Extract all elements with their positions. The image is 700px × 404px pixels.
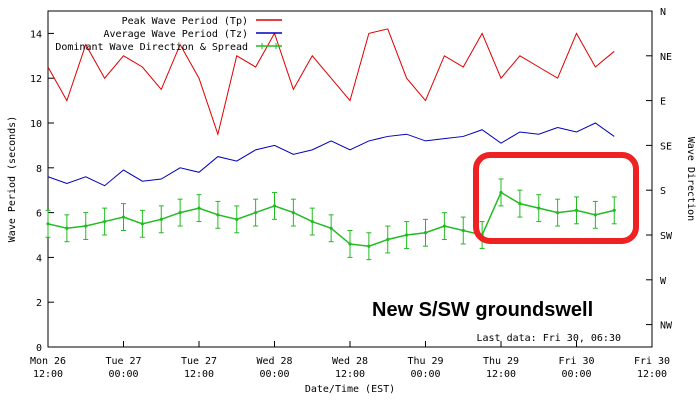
x-tick-label: Mon 26 (30, 356, 66, 367)
x-tick-label: Fri 30 (558, 356, 594, 367)
x-tick-label: Fri 30 (634, 356, 670, 367)
y2-tick-label: SE (660, 141, 672, 152)
data-point (216, 213, 220, 217)
x-tick-label: 00:00 (561, 369, 591, 380)
y2-tick-label: W (660, 276, 667, 287)
y-tick-label: 4 (36, 253, 42, 264)
x-tick-label: Wed 28 (256, 356, 292, 367)
y-tick-label: 2 (36, 298, 42, 309)
series-line (47, 28, 615, 137)
data-point (329, 226, 333, 230)
data-point (254, 211, 258, 215)
data-point (140, 222, 144, 226)
x-tick-label: Wed 28 (332, 356, 368, 367)
data-point (574, 208, 579, 212)
y2-tick-label: NW (660, 321, 673, 332)
legend-layer: Peak Wave Period (Tp) Average Wave Period… (55, 16, 282, 53)
x-tick-label: 00:00 (259, 369, 289, 380)
data-point (537, 206, 541, 210)
data-point (84, 224, 88, 228)
data-point (405, 233, 409, 237)
x-tick-label: Tue 27 (105, 356, 141, 367)
axes-layer: 0 2 4 6 8 10 12 14 NW W SW S SE E NE N Mon 26 12:00 Tue 27… (7, 7, 696, 395)
data-point (121, 215, 126, 219)
y2-tick-label: NE (660, 52, 672, 63)
data-point (348, 242, 352, 246)
data-point (556, 211, 560, 215)
y-tick-label: 8 (36, 164, 42, 175)
x-tick-label: 00:00 (108, 369, 138, 380)
data-point (178, 211, 182, 215)
x-tick-label: 00:00 (410, 369, 440, 380)
x-tick-label: 12:00 (33, 369, 63, 380)
x-tick-label: 12:00 (335, 369, 365, 380)
y2-tick-label: N (660, 7, 666, 18)
x-tick-label: Tue 27 (181, 356, 217, 367)
data-point (442, 224, 446, 228)
data-point (499, 190, 503, 195)
x-tick-label: 12:00 (637, 369, 667, 380)
data-point (103, 219, 107, 224)
annotation-text: New S/SW groundswell (372, 299, 593, 321)
legend-entry-label: Dominant Wave Direction & Spread (55, 42, 248, 53)
x-tick-label: Thu 29 (483, 356, 519, 367)
x-tick-label: Thu 29 (407, 356, 443, 367)
y2-tick-label: SW (660, 231, 673, 242)
data-point (46, 222, 50, 226)
data-point (272, 204, 277, 208)
y-tick-label: 10 (30, 119, 42, 130)
x-tick-label: 12:00 (486, 369, 516, 380)
y-tick-label: 0 (36, 343, 42, 354)
data-point (386, 237, 390, 242)
data-point (65, 226, 69, 230)
data-point (291, 211, 295, 215)
data-point (612, 208, 616, 212)
series-line (47, 122, 615, 187)
data-point (310, 219, 314, 224)
y-tick-label: 6 (36, 209, 42, 220)
data-point (367, 244, 371, 248)
series-layer (45, 28, 617, 261)
legend-entry-label: Peak Wave Period (Tp) (122, 16, 248, 27)
data-point (159, 217, 163, 221)
data-point (461, 228, 465, 233)
data-point (197, 206, 201, 210)
y-tick-label: 12 (30, 74, 42, 85)
data-point (235, 217, 239, 221)
y-axis-label: Wave Period (seconds) (7, 116, 18, 242)
y2-tick-label: S (660, 186, 666, 197)
data-point (518, 202, 522, 206)
footer-text: Last data: Fri 30, 06:30 (477, 333, 622, 344)
data-point (423, 231, 428, 235)
data-point (593, 213, 597, 217)
annotation-box (473, 152, 639, 244)
y-tick-label: 14 (30, 29, 42, 40)
x-tick-label: 12:00 (184, 369, 214, 380)
y2-axis-label: Wave Direction (685, 137, 696, 221)
y2-tick-label: E (660, 97, 666, 108)
x-axis-label: Date/Time (EST) (305, 384, 395, 395)
legend-entry-label: Average Wave Period (Tz) (104, 29, 249, 40)
